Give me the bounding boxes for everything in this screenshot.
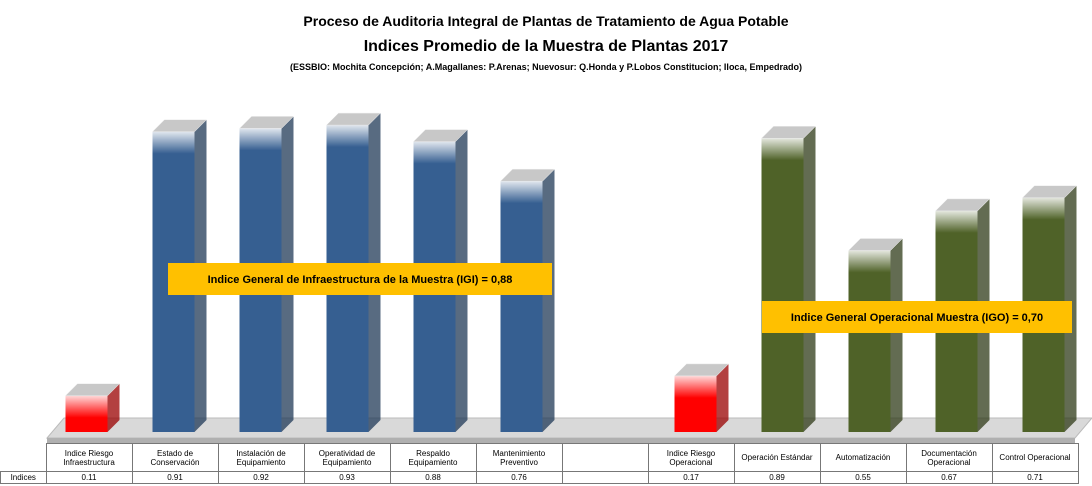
chart-subtitle: Indices Promedio de la Muestra de Planta… bbox=[364, 38, 729, 55]
x-tick-label: Operación Estándar bbox=[733, 443, 821, 472]
data-label: 0.88 bbox=[389, 471, 477, 484]
bar-highlight bbox=[848, 250, 891, 273]
bar-top bbox=[151, 119, 208, 132]
annotation-box bbox=[168, 263, 552, 295]
x-tick-label: Operatividad de Equipamiento bbox=[303, 443, 391, 472]
bar bbox=[761, 138, 804, 433]
data-label: 0.76 bbox=[475, 471, 563, 484]
data-label: 0.55 bbox=[819, 471, 907, 484]
bar-top bbox=[64, 383, 121, 396]
bar bbox=[848, 250, 891, 432]
bar-highlight bbox=[65, 395, 108, 418]
x-tick-label bbox=[561, 443, 649, 472]
bar-highlight bbox=[674, 375, 717, 398]
bar-top bbox=[760, 126, 817, 139]
bar-highlight bbox=[935, 210, 978, 233]
bar-top bbox=[934, 198, 991, 212]
data-label: 0.89 bbox=[733, 471, 821, 484]
x-tick-label: Documentación Operacional bbox=[905, 443, 993, 472]
bar-top bbox=[499, 168, 556, 182]
annotation: Indice General de Infraestructura de la … bbox=[208, 274, 513, 286]
data-label: 0.91 bbox=[131, 471, 219, 484]
x-tick-label: Respaldo Equipamiento bbox=[389, 443, 477, 472]
series-name: Indices bbox=[0, 471, 47, 484]
bar-side bbox=[716, 363, 729, 432]
data-label bbox=[561, 471, 649, 484]
chart-area: Proceso de Auditoria Integral de Plantas… bbox=[45, 13, 1092, 443]
bar-highlight bbox=[1022, 197, 1065, 220]
data-table: Indice Riesgo Infraestructura Estado de C… bbox=[0, 443, 1079, 484]
x-tick-label: Estado de Conservación bbox=[131, 443, 219, 472]
bar-top bbox=[847, 238, 904, 251]
bar-side bbox=[107, 383, 120, 432]
bar-side bbox=[803, 126, 816, 433]
bar-top bbox=[1021, 185, 1078, 198]
bar-side bbox=[890, 238, 903, 432]
bar-highlight bbox=[761, 138, 804, 161]
bar bbox=[500, 181, 543, 432]
x-tick-label: Mantenimiento Preventivo bbox=[475, 443, 563, 472]
bar-top bbox=[325, 112, 382, 126]
data-label: 0.11 bbox=[45, 471, 133, 484]
bar-highlight bbox=[239, 128, 282, 151]
chart-note: (ESSBIO: Mochita Concepción; A.Magallane… bbox=[290, 62, 802, 72]
data-label: 0.92 bbox=[217, 471, 305, 484]
data-label: 0.67 bbox=[905, 471, 993, 484]
bar-top bbox=[238, 116, 295, 129]
x-tick-label: Indice Riesgo Infraestructura bbox=[45, 443, 133, 472]
x-tick-label: Control Operacional bbox=[991, 443, 1079, 472]
chart-title: Proceso de Auditoria Integral de Plantas… bbox=[303, 13, 788, 29]
bar-highlight bbox=[413, 141, 456, 164]
bar-highlight bbox=[326, 125, 369, 148]
x-tick-label: Indice Riesgo Operacional bbox=[647, 443, 735, 472]
data-label: 0.17 bbox=[647, 471, 735, 484]
bar-highlight bbox=[500, 181, 543, 204]
x-tick-label: Instalación de Equipamiento bbox=[217, 443, 305, 472]
bar-top bbox=[412, 129, 469, 142]
bar-top bbox=[673, 363, 730, 377]
bar-side bbox=[542, 169, 555, 432]
x-tick-label: Automatización bbox=[819, 443, 907, 472]
bar-highlight bbox=[152, 131, 195, 154]
annotation: Indice General Operacional Muestra (IGO)… bbox=[791, 312, 1043, 324]
annotation-box bbox=[762, 301, 1072, 333]
data-label: 0.71 bbox=[991, 471, 1079, 484]
data-label: 0.93 bbox=[303, 471, 391, 484]
floor-edge bbox=[47, 438, 1075, 443]
